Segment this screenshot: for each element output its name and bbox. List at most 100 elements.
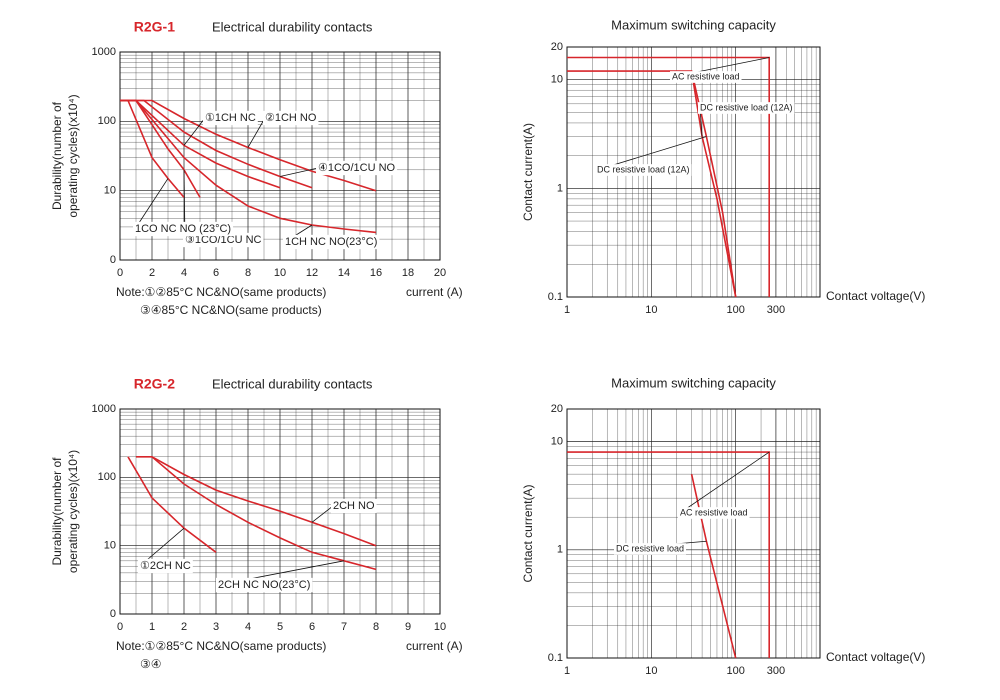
series-label: 2CH NO — [333, 500, 375, 512]
y-tick-label: 100 — [98, 471, 116, 483]
x-tick-label: 6 — [309, 621, 315, 633]
plot-frame — [119, 51, 441, 261]
x-tick-label: 100 — [726, 665, 744, 677]
x-tick-label: 16 — [370, 267, 382, 279]
x-tick-label: 10 — [645, 304, 657, 316]
leader-line — [679, 451, 770, 514]
note: Note:①②85°C NC&NO(same products) — [116, 285, 326, 299]
x-tick-label: 0 — [117, 267, 123, 279]
curve — [567, 451, 770, 658]
label-bg — [203, 110, 258, 126]
x-tick-label: 6 — [213, 267, 219, 279]
label-bg — [678, 507, 750, 519]
series-label: ①1CH NC — [205, 112, 256, 124]
x-tick-label: 7 — [341, 621, 347, 633]
label-bg — [183, 232, 264, 248]
curve — [127, 456, 217, 553]
y-tick-label: 10 — [104, 540, 116, 552]
y-axis-label: operating cycles)(x10⁴) — [66, 450, 80, 573]
x-tick-label: 10 — [274, 267, 286, 279]
model-label: R2G-2 — [134, 376, 175, 392]
chart-title: Electrical durability contacts — [212, 19, 373, 34]
note: ③④85°C NC&NO(same products) — [140, 303, 322, 317]
leader-line — [183, 117, 206, 146]
series-label: DC resistive load — [616, 543, 684, 553]
y-axis-label: Contact current(A) — [521, 123, 535, 221]
y-tick-label: 1 — [557, 182, 563, 194]
series-label: 2CH NC NO(23°C) — [218, 579, 310, 591]
x-tick-label: 0 — [117, 621, 123, 633]
x-tick-label: 2 — [149, 267, 155, 279]
curve — [151, 456, 377, 571]
curve — [120, 99, 201, 198]
label-bg — [331, 498, 377, 514]
x-tick-label: 1 — [564, 665, 570, 677]
label-bg — [698, 102, 795, 114]
label-bg — [595, 164, 692, 176]
x-tick-label: 12 — [306, 267, 318, 279]
y-tick-label: 0 — [110, 608, 116, 620]
y-axis-label: Durability(number of — [50, 101, 64, 210]
plot-frame — [119, 408, 441, 615]
y-tick-label: 0 — [110, 254, 116, 266]
y-tick-label: 10 — [551, 435, 563, 447]
series-label: ④1CO/1CU NO — [318, 162, 396, 174]
x-tick-label: 18 — [402, 267, 414, 279]
x-tick-label: 100 — [726, 304, 744, 316]
x-tick-label: 9 — [405, 621, 411, 633]
x-tick-label: 4 — [245, 621, 251, 633]
curve — [690, 474, 737, 659]
x-tick-label: 1 — [564, 304, 570, 316]
x-tick-label: 8 — [373, 621, 379, 633]
leader-line — [134, 178, 169, 230]
x-tick-label: 8 — [245, 267, 251, 279]
label-bg — [216, 577, 313, 593]
x-axis-label: current (A) — [406, 285, 463, 299]
x-tick-label: 2 — [181, 621, 187, 633]
series-label: ②1CH NO — [265, 112, 317, 124]
y-tick-label: 10 — [104, 185, 116, 197]
series-label: DC resistive load (12A) — [700, 102, 793, 112]
series-label: 1CH NC NO(23°C) — [285, 236, 377, 248]
chart-title: Maximum switching capacity — [611, 375, 776, 390]
chart-title: Electrical durability contacts — [212, 376, 373, 391]
series-label: DC resistive load (12A) — [597, 164, 690, 174]
y-tick-label: 100 — [98, 115, 116, 127]
y-axis-label: Contact current(A) — [521, 484, 535, 582]
label-bg — [614, 543, 687, 555]
curve — [120, 99, 377, 234]
series-label: 1CO NC NO (23°C) — [135, 223, 231, 235]
y-axis-label: operating cycles)(x10⁴) — [66, 94, 80, 217]
y-tick-label: 0.1 — [548, 291, 563, 303]
curve — [136, 456, 377, 547]
x-tick-label: 1 — [149, 621, 155, 633]
x-tick-label: 300 — [767, 665, 785, 677]
note: ③④ — [140, 657, 162, 671]
series-label: ①2CH NC — [140, 560, 191, 572]
leader-line — [311, 505, 334, 523]
x-axis-label: Contact voltage(V) — [826, 289, 925, 303]
curve — [120, 99, 377, 192]
x-tick-label: 4 — [181, 267, 187, 279]
label-bg — [263, 110, 319, 126]
label-bg — [316, 160, 398, 176]
curve — [567, 56, 770, 297]
label-bg — [283, 234, 380, 250]
series-label: AC resistive load — [672, 71, 740, 81]
model-label: R2G-1 — [134, 19, 175, 35]
x-axis-label: current (A) — [406, 639, 463, 653]
x-tick-label: 10 — [434, 621, 446, 633]
series-label: ③1CO/1CU NC — [185, 234, 262, 246]
curve — [120, 99, 185, 198]
y-axis-label: Durability(number of — [50, 457, 64, 566]
x-tick-label: 300 — [767, 304, 785, 316]
plot-frame — [566, 46, 821, 298]
x-tick-label: 5 — [277, 621, 283, 633]
y-tick-label: 10 — [551, 74, 563, 86]
plot-frame — [566, 408, 821, 659]
y-tick-label: 20 — [551, 403, 563, 415]
y-tick-label: 20 — [551, 41, 563, 53]
label-bg — [138, 558, 193, 574]
leader-line — [279, 167, 319, 177]
